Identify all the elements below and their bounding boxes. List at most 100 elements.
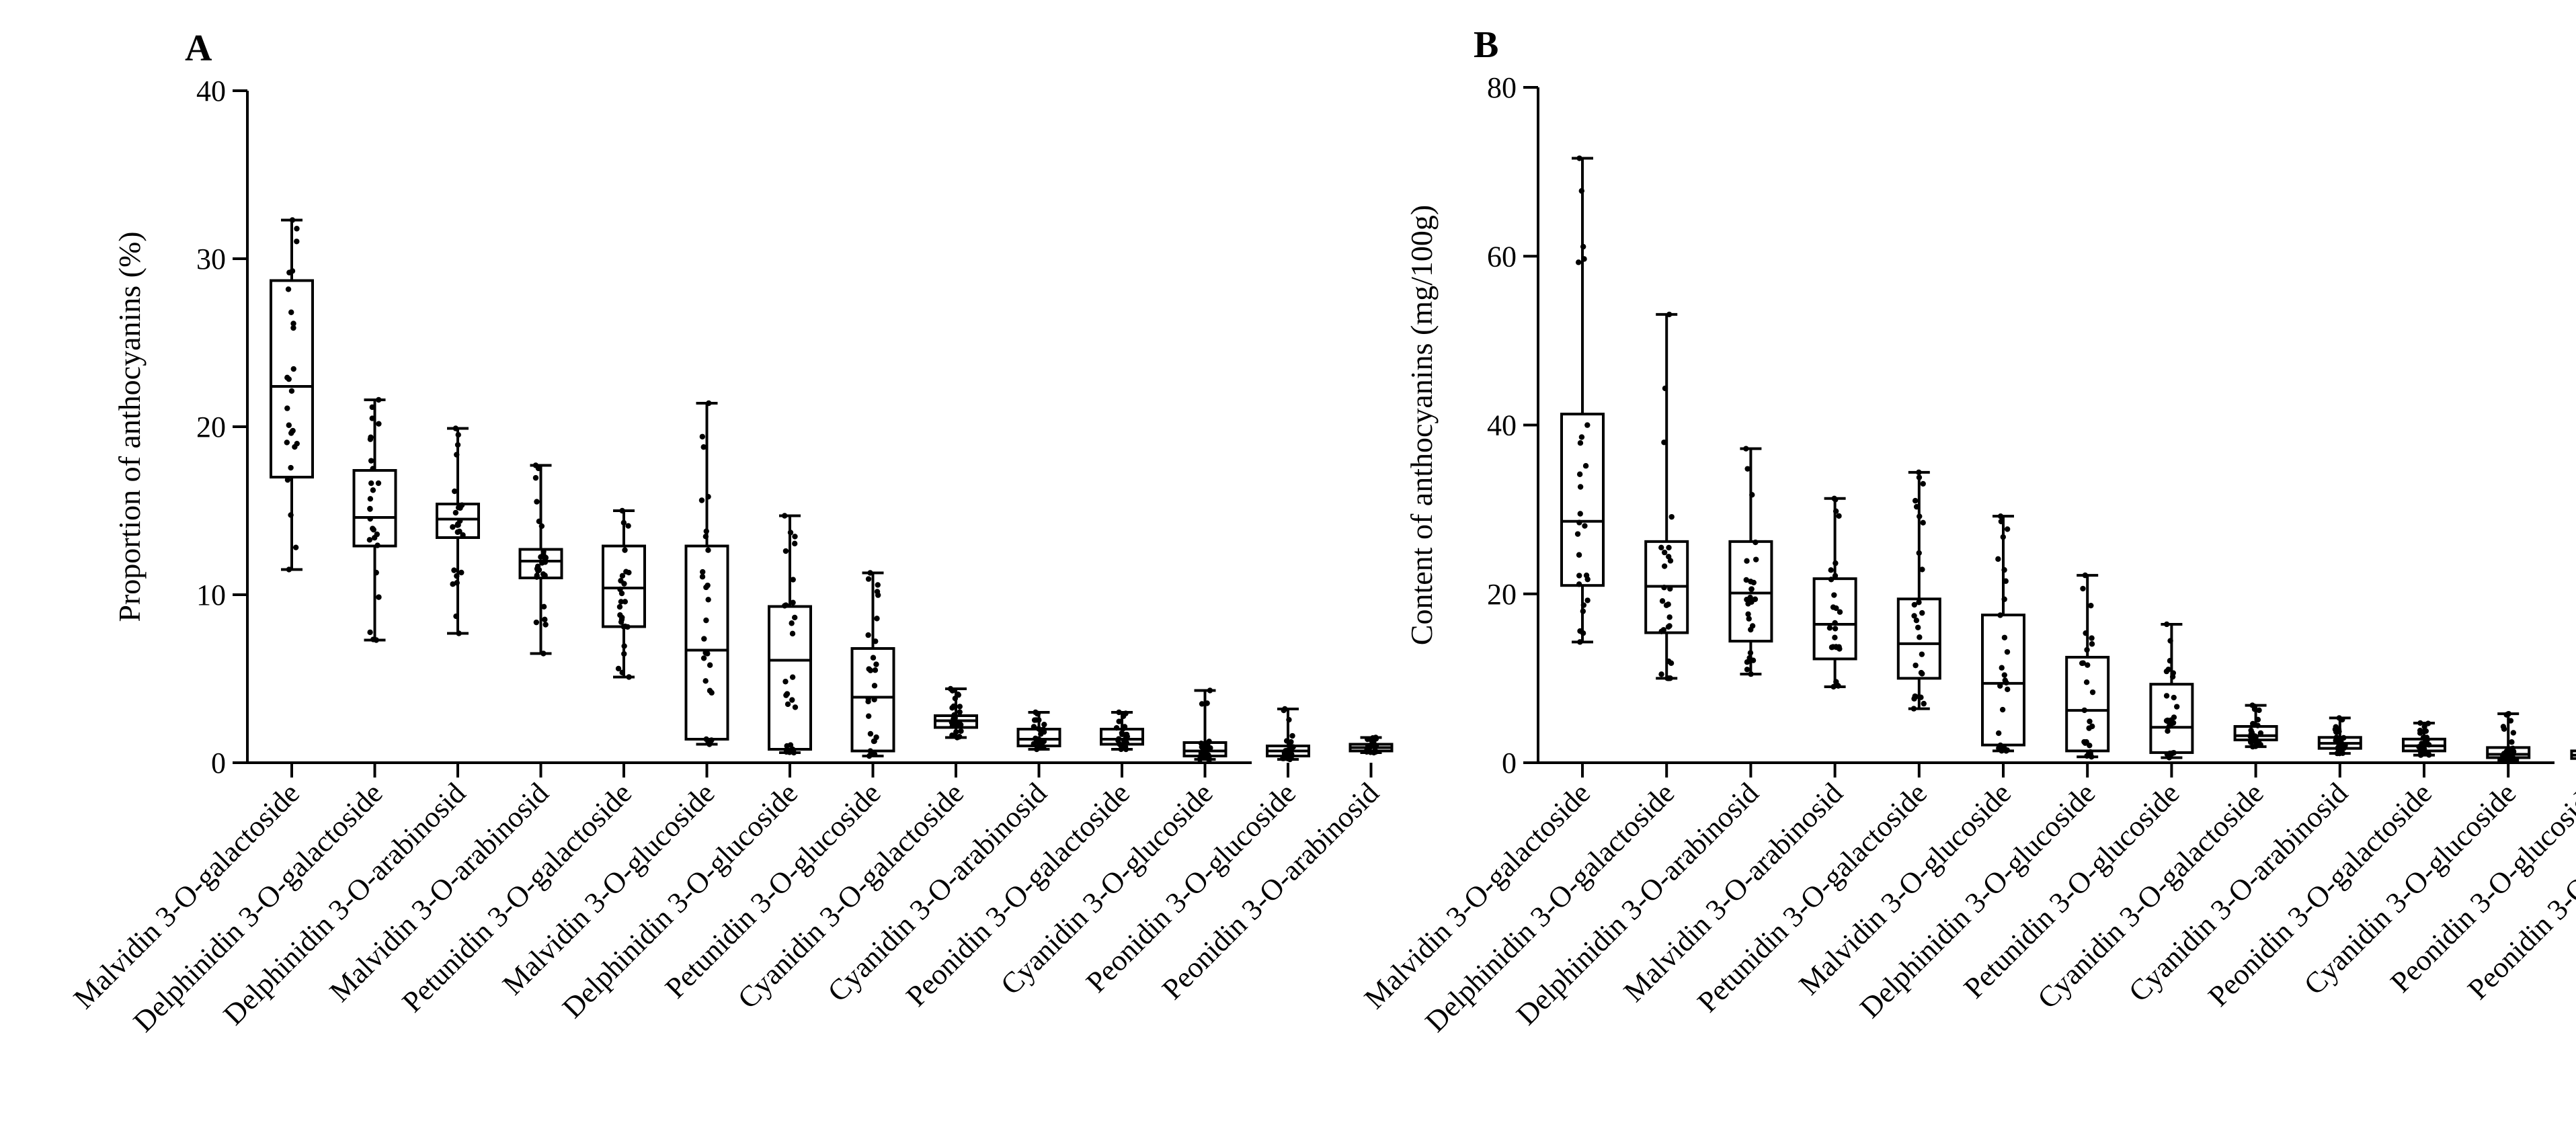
data-point <box>703 617 709 624</box>
data-point <box>2084 646 2090 653</box>
y-tick-label: 10 <box>196 579 226 612</box>
data-point <box>1283 738 1290 744</box>
data-point <box>536 518 542 524</box>
data-point <box>2001 566 2007 573</box>
data-point <box>1207 687 1213 694</box>
data-point <box>699 574 706 580</box>
data-point <box>2509 755 2515 761</box>
data-point <box>2004 526 2011 532</box>
data-point <box>787 742 794 748</box>
data-point <box>1365 736 1371 743</box>
data-point <box>374 542 380 548</box>
data-point <box>616 603 623 610</box>
data-point <box>454 529 460 536</box>
data-point <box>1911 613 1917 619</box>
data-point <box>1658 671 1664 677</box>
data-point <box>2256 707 2262 714</box>
data-point <box>2087 718 2093 724</box>
data-point <box>1999 747 2005 754</box>
data-point <box>791 540 798 547</box>
data-point <box>2163 668 2170 675</box>
data-point <box>1832 626 1839 632</box>
data-point <box>1745 611 1751 618</box>
data-point <box>1748 579 1754 585</box>
data-point <box>867 570 873 576</box>
data-point <box>285 286 292 292</box>
data-point <box>455 505 462 511</box>
data-point <box>2083 679 2090 685</box>
data-point <box>455 431 461 438</box>
data-point <box>1580 602 1587 608</box>
data-point <box>958 728 964 735</box>
data-point <box>2165 751 2171 757</box>
data-point <box>1665 601 1671 607</box>
data-point <box>290 321 296 327</box>
data-point <box>865 713 872 719</box>
data-point <box>1828 577 1835 583</box>
data-point <box>1578 187 1584 194</box>
data-point <box>2003 578 2009 584</box>
data-point <box>871 696 877 703</box>
data-point <box>2425 741 2431 747</box>
data-point <box>1580 243 1586 250</box>
data-point <box>1918 694 1924 700</box>
data-point <box>1748 671 1754 677</box>
data-point <box>2252 733 2258 739</box>
data-point <box>619 573 626 579</box>
data-point <box>620 519 627 526</box>
data-point <box>865 632 871 638</box>
data-point <box>622 547 628 553</box>
data-point <box>1743 577 1749 583</box>
data-point <box>450 524 456 530</box>
data-point <box>618 619 625 625</box>
data-point <box>1577 639 1583 645</box>
data-point <box>1576 552 1582 558</box>
data-point <box>1743 446 1749 452</box>
data-point <box>294 239 300 245</box>
data-point <box>1116 718 1122 724</box>
data-point <box>1665 624 1672 630</box>
data-point <box>699 433 706 439</box>
data-point <box>540 548 547 554</box>
data-point <box>1912 497 1919 504</box>
data-point <box>451 567 457 573</box>
data-point <box>534 573 540 579</box>
data-point <box>1367 749 1373 755</box>
data-point <box>1832 573 1839 579</box>
data-point <box>1289 732 1295 739</box>
data-point <box>703 736 709 743</box>
data-point <box>1921 700 1927 707</box>
data-point <box>1748 599 1755 605</box>
data-point <box>957 704 963 710</box>
data-point <box>286 376 292 382</box>
data-point <box>949 732 956 739</box>
data-point <box>2089 641 2095 647</box>
data-point <box>1749 492 1755 498</box>
data-point <box>1995 730 2002 737</box>
data-point <box>873 638 879 644</box>
data-point <box>368 480 374 487</box>
data-point <box>370 487 376 493</box>
data-point <box>2168 717 2174 723</box>
data-point <box>2500 753 2506 759</box>
data-point <box>1835 683 1841 689</box>
data-point <box>1746 655 1753 661</box>
panel-letter: A <box>185 28 212 69</box>
panel-letter: B <box>1474 24 1498 66</box>
data-point <box>454 452 460 458</box>
data-point <box>540 603 547 610</box>
data-point <box>787 530 794 536</box>
data-point <box>369 415 375 421</box>
data-point <box>1826 625 1833 631</box>
data-point <box>542 616 548 623</box>
data-point <box>292 444 298 450</box>
data-point <box>1744 667 1750 673</box>
data-point <box>789 674 796 680</box>
data-point <box>1664 675 1671 681</box>
data-point <box>2503 712 2509 718</box>
data-point <box>870 655 877 661</box>
data-point <box>2255 722 2261 728</box>
y-tick-label: 0 <box>211 747 226 780</box>
data-point <box>376 421 382 427</box>
